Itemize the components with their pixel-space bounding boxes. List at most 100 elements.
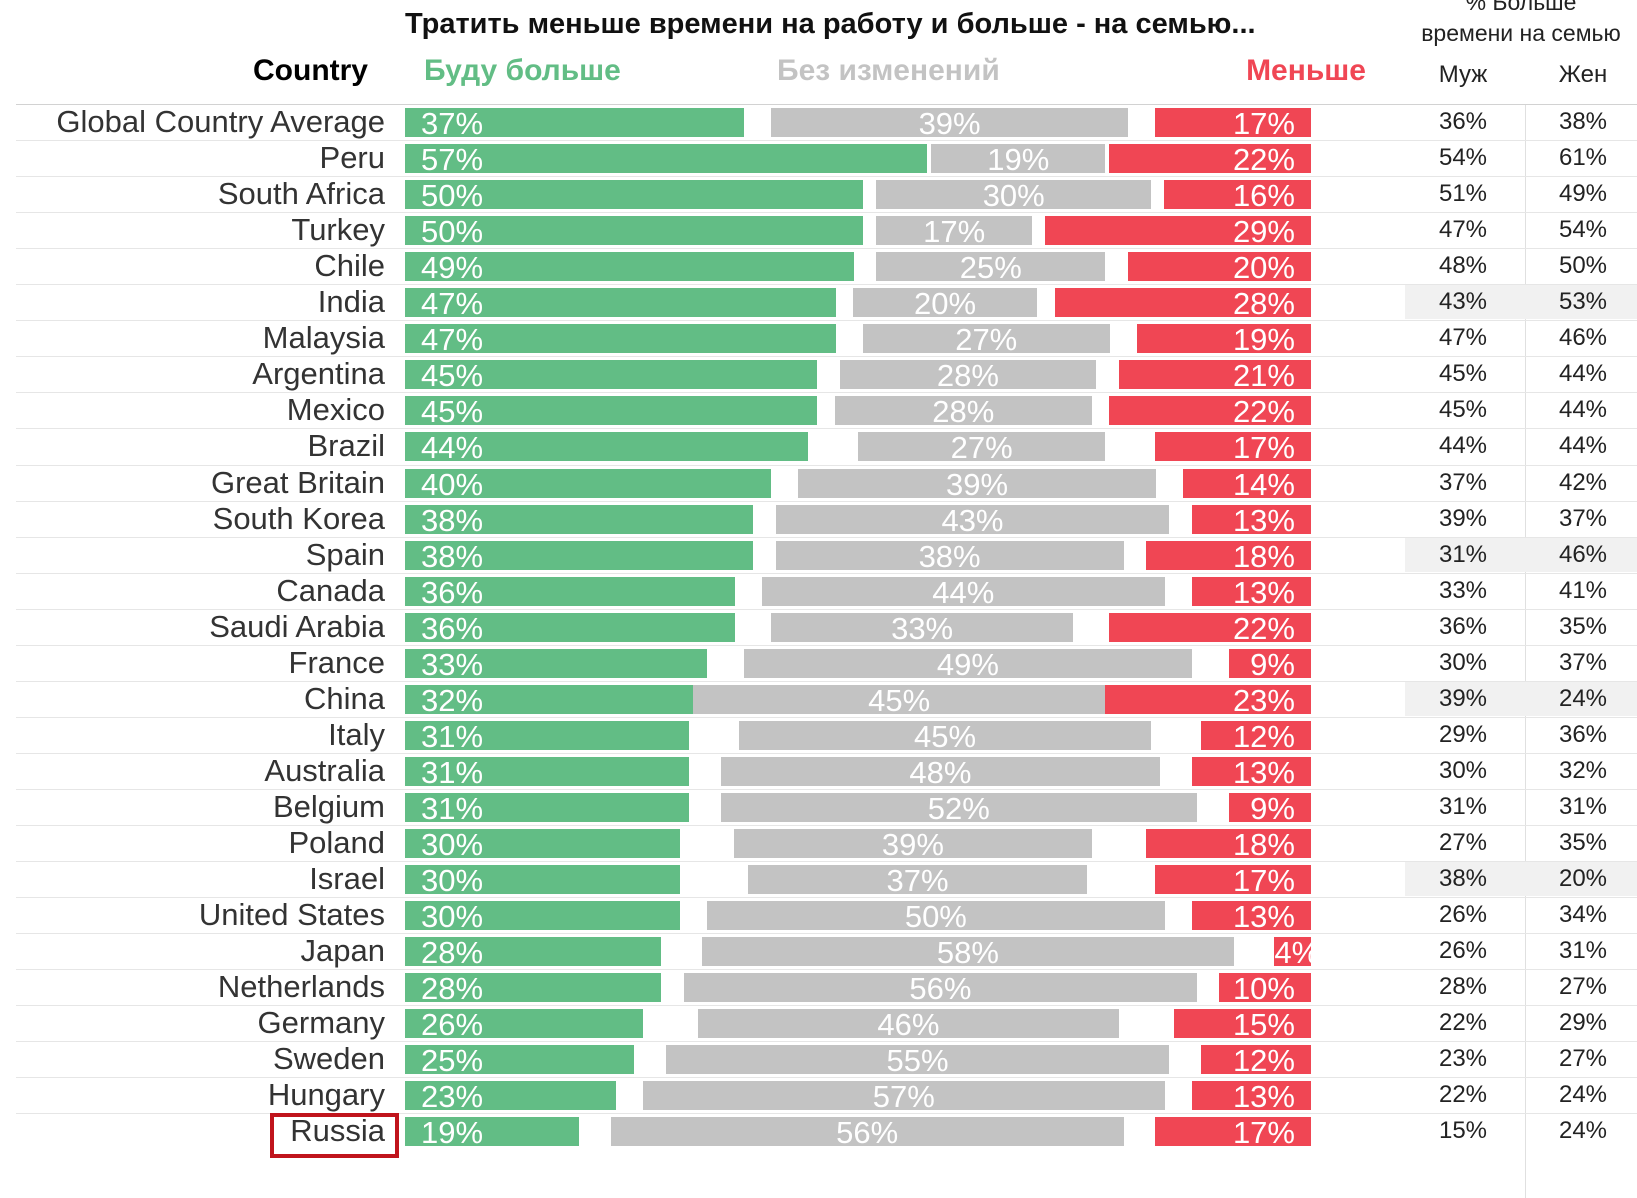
side-table-male-value: 23% xyxy=(1438,1045,1488,1073)
bar-more: 36% xyxy=(405,576,735,606)
side-table-female-value: 46% xyxy=(1558,324,1608,352)
bar-less: 17% xyxy=(1155,1117,1311,1147)
side-table-female-value: 35% xyxy=(1558,612,1608,640)
row-separator xyxy=(16,392,1637,394)
side-table-male-value: 37% xyxy=(1438,468,1488,496)
bar-less: 13% xyxy=(1191,576,1311,606)
country-label: China xyxy=(304,680,385,716)
highlight-box xyxy=(270,1113,399,1159)
country-label: Chile xyxy=(314,248,385,284)
bar-same: 52% xyxy=(720,792,1197,822)
bar-less: 9% xyxy=(1228,792,1311,822)
bar-more: 30% xyxy=(405,865,680,895)
bar-same: 27% xyxy=(858,432,1106,462)
bar-less: 16% xyxy=(1164,180,1311,210)
side-table-female-value: 46% xyxy=(1558,540,1608,568)
side-table-row-shade xyxy=(1405,862,1637,897)
country-label: Israel xyxy=(309,861,385,897)
side-table-female-value: 44% xyxy=(1558,432,1608,460)
bar-same: 17% xyxy=(876,216,1033,246)
side-table-male-value: 47% xyxy=(1438,216,1488,244)
bar-more: 49% xyxy=(405,252,854,282)
country-label: Italy xyxy=(328,716,385,752)
country-label: Global Country Average xyxy=(56,104,385,139)
country-label: Netherlands xyxy=(217,969,385,1005)
legend-same: Без изменений xyxy=(777,54,1000,87)
bar-more: 23% xyxy=(405,1081,616,1111)
country-label: Saudi Arabia xyxy=(209,608,385,644)
bar-same: 37% xyxy=(748,865,1087,895)
row-separator xyxy=(16,320,1637,322)
bar-less: 17% xyxy=(1155,108,1311,137)
side-table-male-value: 45% xyxy=(1438,360,1488,388)
side-table-female-value: 37% xyxy=(1558,648,1608,676)
bar-more: 40% xyxy=(405,468,772,498)
bar-same: 33% xyxy=(770,612,1074,642)
bar-same: 28% xyxy=(835,396,1092,426)
side-table-female-value: 20% xyxy=(1558,865,1608,893)
row-separator xyxy=(16,897,1637,899)
row-separator xyxy=(16,1113,1637,1115)
side-table-male-value: 22% xyxy=(1438,1081,1488,1109)
bar-same: 56% xyxy=(610,1117,1124,1147)
side-table-male-value: 36% xyxy=(1438,612,1488,640)
bar-more: 26% xyxy=(405,1009,644,1039)
bar-more: 32% xyxy=(405,684,699,714)
bar-same: 45% xyxy=(693,684,1106,714)
bar-less: 18% xyxy=(1146,540,1311,570)
side-table-female-value: 54% xyxy=(1558,216,1608,244)
side-table-female-value: 27% xyxy=(1558,1045,1608,1073)
bar-less: 22% xyxy=(1109,396,1311,426)
bar-less: 29% xyxy=(1045,216,1311,246)
bar-same: 25% xyxy=(876,252,1106,282)
bar-more: 38% xyxy=(405,504,754,534)
country-label: South Korea xyxy=(212,500,385,536)
bar-more: 31% xyxy=(405,720,689,750)
row-separator xyxy=(16,212,1637,214)
row-separator xyxy=(16,608,1637,610)
row-separator xyxy=(16,536,1637,538)
side-table-male-value: 54% xyxy=(1438,144,1488,172)
country-label: Australia xyxy=(264,752,385,788)
row-separator xyxy=(16,140,1637,142)
country-label: India xyxy=(317,284,385,320)
row-separator xyxy=(16,752,1637,754)
country-label: Peru xyxy=(319,140,385,176)
side-table-female-value: 24% xyxy=(1558,1117,1608,1145)
row-separator xyxy=(16,356,1637,358)
bar-less: 12% xyxy=(1201,1045,1311,1075)
bar-less: 9% xyxy=(1228,648,1311,678)
side-table-female-value: 29% xyxy=(1558,1009,1608,1037)
country-label: Germany xyxy=(257,1005,385,1041)
bar-same: 50% xyxy=(706,901,1165,931)
country-label: Malaysia xyxy=(262,320,385,356)
bar-same: 27% xyxy=(862,324,1110,354)
bar-same: 45% xyxy=(738,720,1152,750)
side-table-male-value: 51% xyxy=(1438,180,1488,208)
side-table-female-value: 44% xyxy=(1558,396,1608,424)
bar-more: 30% xyxy=(405,901,680,931)
bar-same: 39% xyxy=(770,108,1129,137)
country-label: Mexico xyxy=(286,392,385,428)
bar-more: 28% xyxy=(405,937,662,967)
side-table-female-value: 35% xyxy=(1558,829,1608,856)
country-label: Canada xyxy=(276,572,385,608)
row-separator xyxy=(16,969,1637,971)
country-column-header: Country xyxy=(253,54,368,87)
side-table-female-value: 32% xyxy=(1558,756,1608,784)
bar-same: 19% xyxy=(931,144,1106,174)
bar-less: 10% xyxy=(1219,973,1311,1003)
bar-less: 21% xyxy=(1118,360,1311,390)
bar-more: 45% xyxy=(405,360,818,390)
bar-same: 20% xyxy=(853,288,1037,318)
bar-more: 47% xyxy=(405,288,836,318)
bar-more: 50% xyxy=(405,216,863,246)
bar-same: 57% xyxy=(642,1081,1165,1111)
side-table-female-value: 38% xyxy=(1558,108,1608,135)
bar-less: 4% xyxy=(1274,937,1311,967)
side-table-female-value: 50% xyxy=(1558,252,1608,280)
bar-less: 13% xyxy=(1191,504,1311,534)
row-separator xyxy=(16,248,1637,250)
bar-less: 23% xyxy=(1100,684,1311,714)
legend-more: Буду больше xyxy=(424,54,621,87)
